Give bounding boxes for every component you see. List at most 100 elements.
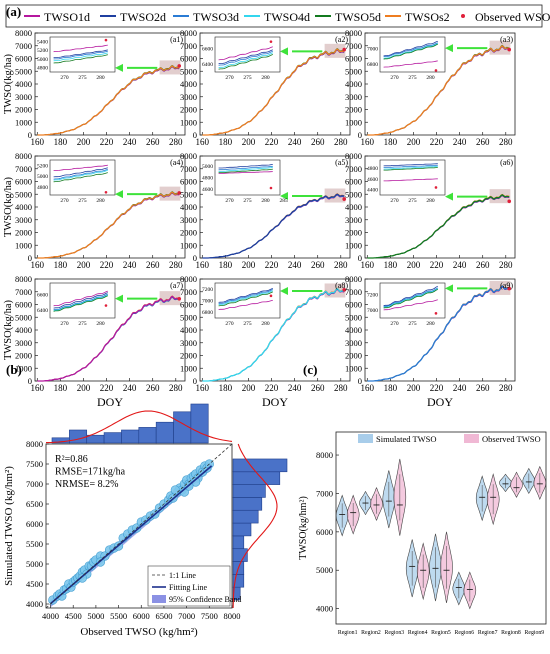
- subplot-label: (a9): [500, 281, 513, 290]
- inset-x-tick-label: 270: [60, 75, 69, 81]
- x-tick-label: 180: [384, 260, 398, 270]
- hist-right-bar: [232, 458, 288, 473]
- subplot-label: (a1): [170, 35, 183, 44]
- x-tick-label: 200: [407, 260, 421, 270]
- y-tick-label: 4500: [26, 579, 43, 589]
- x-tick-label: 260: [146, 260, 160, 270]
- y-tick-label: 6500: [26, 499, 43, 509]
- violin-legend-label: Observed TWSO: [482, 434, 541, 444]
- inset-x-tick-label: 275: [243, 321, 252, 327]
- inset-series-line: [53, 164, 108, 171]
- x-tick-label: 240: [453, 260, 467, 270]
- inset-series-line: [383, 42, 438, 58]
- y-tick-label: 3000: [345, 338, 362, 348]
- x-axis-label: Observed TWSO (kg/hm²): [80, 626, 198, 638]
- y-axis-label: TWSO(kg/hm²): [298, 496, 309, 560]
- y-tick-label: 0: [28, 376, 32, 386]
- y-tick-label: 4000: [180, 202, 197, 212]
- y-tick-label: 2000: [15, 228, 32, 238]
- y-tick-label: 5000: [180, 312, 197, 322]
- stat-line: R²=0.86: [55, 454, 88, 465]
- x-tick-label: 220: [100, 137, 114, 147]
- x-tick-label: Region8: [501, 630, 521, 636]
- inset-series-line: [53, 169, 108, 180]
- x-tick-label: 160: [196, 260, 210, 270]
- x-tick-label: 200: [77, 137, 91, 147]
- x-tick-label: 220: [430, 260, 444, 270]
- x-tick-label: Region3: [385, 630, 405, 636]
- x-tick-label: 260: [311, 137, 325, 147]
- inset-y-tick-label: 6600: [202, 47, 213, 53]
- inset-frame: [49, 36, 116, 73]
- y-tick-label: 0: [193, 376, 197, 386]
- inset-y-tick-label: 6400: [37, 308, 48, 314]
- series-line: [202, 48, 345, 136]
- inset-series-line: [218, 288, 273, 303]
- x-tick-label: 240: [123, 383, 137, 393]
- inset-x-tick-label: 270: [225, 321, 234, 327]
- subplot-2: 0 1000 2000 3000 4000 5000 6000 7000 8000 160 180 2…: [180, 28, 351, 147]
- y-tick-label: 5000: [180, 66, 197, 76]
- inset-series-line: [383, 178, 438, 182]
- legend-a-entry: TWSOs2: [385, 10, 450, 24]
- hist-right-bar: [232, 471, 281, 485]
- x-tick-label: 220: [265, 137, 279, 147]
- x-axis-label: DOY: [427, 395, 453, 409]
- inset-y-tick-label: 5200: [37, 48, 48, 54]
- inset-y-tick-label: 5000: [37, 57, 48, 63]
- y-tick-label: 0: [358, 376, 362, 386]
- y-tick-label: 3000: [15, 338, 32, 348]
- inset-series-line: [53, 295, 108, 312]
- inset-observed-point: [269, 294, 273, 298]
- series-line: [367, 285, 510, 382]
- subplot-6: 0 1000 2000 3000 4000 5000 6000 7000 8000 160 180 2…: [345, 151, 516, 270]
- x-tick-label: 200: [242, 260, 256, 270]
- scatter-legend-label: Fitting Line: [169, 583, 207, 592]
- x-tick-label: 280: [334, 260, 348, 270]
- inset-series-line: [53, 293, 108, 311]
- y-tick-label: 7000: [345, 287, 362, 297]
- inset-x-tick-label: 280: [96, 75, 105, 81]
- y-tick-label: 4000: [180, 79, 197, 89]
- inset-series-line: [53, 172, 108, 183]
- x-tick-label: 180: [384, 137, 398, 147]
- y-tick-label: 7000: [180, 41, 197, 51]
- inset-series-line: [218, 291, 273, 307]
- stat-line: RMSE=171kg/ha: [55, 467, 126, 478]
- inset-series-line: [218, 46, 273, 61]
- green-arrow-head: [115, 63, 123, 72]
- subplot-label: (a8): [335, 281, 348, 290]
- inset-series-line: [218, 171, 273, 174]
- inset-series-line: [218, 290, 273, 306]
- inset-y-tick-label: 7200: [202, 287, 213, 293]
- legend-a-frame: [5, 4, 543, 28]
- y-tick-label: 8000: [180, 28, 197, 38]
- inset-series-line: [383, 40, 438, 57]
- inset-series-line: [383, 166, 438, 170]
- x-tick-label: 280: [169, 137, 183, 147]
- inset-series-line: [383, 60, 438, 68]
- y-tick-label: 1000: [15, 363, 32, 373]
- inset-x-tick-label: 280: [426, 321, 435, 327]
- y-tick-label: 4000: [15, 79, 32, 89]
- inset-y-tick-label: 6800: [367, 62, 378, 68]
- y-tick-label: 0: [358, 130, 362, 140]
- inset-frame: [214, 282, 281, 319]
- inset-series-line: [218, 168, 273, 174]
- x-tick-label: 260: [476, 137, 490, 147]
- inset-series-line: [383, 287, 438, 307]
- x-axis-label: DOY: [262, 395, 288, 409]
- x-tick-label: 220: [265, 383, 279, 393]
- y-tick-label: 6000: [180, 54, 197, 64]
- inset-y-tick-label: 4400: [367, 188, 378, 194]
- inset-x-tick-label: 280: [261, 198, 270, 204]
- hist-right-bar: [232, 535, 245, 550]
- panel-c-violin: 4000 5000 6000 7000 8000 TWSO(kg/hm²) Simulate…: [298, 431, 547, 636]
- y-tick-label: 8000: [15, 274, 32, 284]
- x-tick-label: 5500: [110, 611, 127, 621]
- inset-series-line: [218, 54, 273, 70]
- y-tick-label: 8000: [316, 450, 333, 460]
- x-tick-label: 280: [334, 383, 348, 393]
